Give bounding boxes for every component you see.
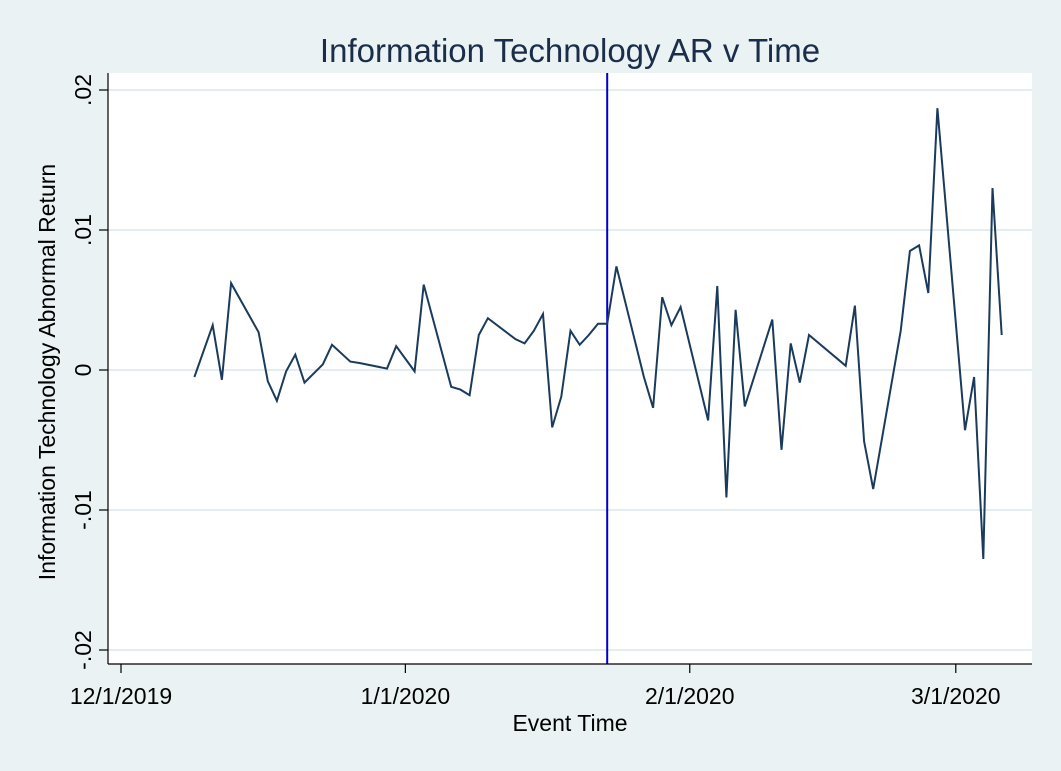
y-tick-label: .02 [70, 74, 96, 106]
y-tick-label: 0 [70, 364, 96, 377]
x-tick-label: 2/1/2020 [645, 683, 735, 709]
axes-group [107, 73, 1032, 665]
series-line [193, 108, 1003, 560]
y-ticks: -.02 -.01 0 .01 .02 [70, 74, 108, 670]
chart-title: Information Technology AR v Time [320, 32, 820, 69]
y-tick-label: -.02 [70, 630, 96, 670]
x-axis-title: Event Time [512, 710, 627, 736]
y-tick-label: .01 [70, 214, 96, 246]
x-tick-label: 1/1/2020 [361, 683, 451, 709]
y-axis-title: Information Technology Abnormal Return [34, 164, 60, 580]
y-tick-label: -.01 [70, 490, 96, 530]
series-group [193, 108, 1003, 560]
x-tick-label: 12/1/2019 [70, 683, 172, 709]
plot-area [108, 73, 1032, 664]
x-ticks: 12/1/2019 1/1/2020 2/1/2020 3/1/2020 [70, 664, 1001, 709]
grid-lines [108, 89, 1032, 651]
x-tick-label: 3/1/2020 [911, 683, 1001, 709]
